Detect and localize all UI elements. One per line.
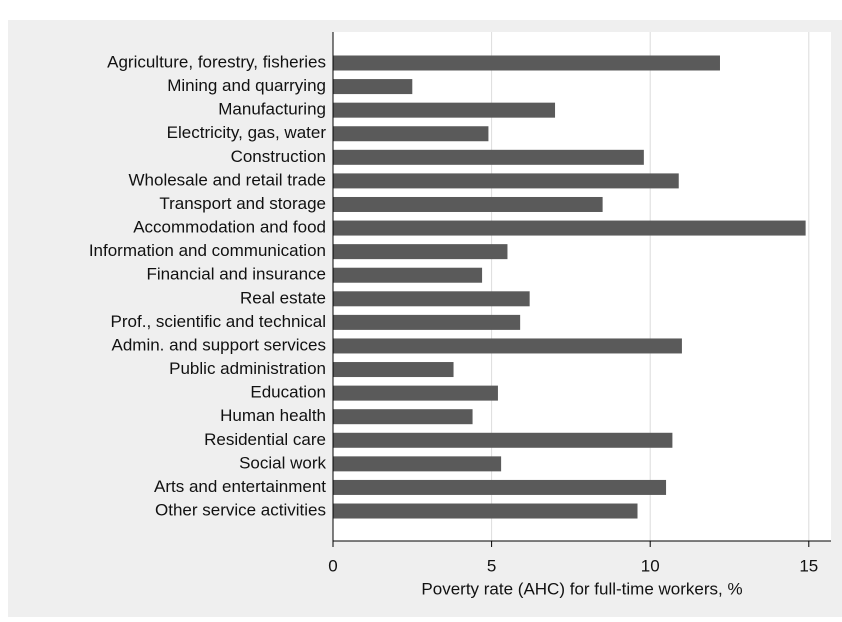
y-tick-label: Admin. and support services — [112, 335, 327, 354]
bar — [333, 432, 673, 448]
bar — [333, 196, 603, 212]
bar — [333, 338, 682, 354]
bar — [333, 385, 498, 401]
y-tick-label: Agriculture, forestry, fisheries — [107, 52, 326, 71]
y-tick-label: Manufacturing — [218, 100, 326, 119]
bar — [333, 479, 667, 495]
y-tick-label: Mining and quarrying — [167, 76, 326, 95]
y-tick-label: Human health — [220, 406, 326, 425]
bar — [333, 291, 530, 307]
y-tick-label: Residential care — [204, 430, 326, 449]
bar — [333, 456, 502, 472]
x-tick-label: 5 — [487, 556, 496, 575]
y-tick-label: Electricity, gas, water — [167, 123, 327, 142]
y-tick-label: Information and communication — [89, 241, 326, 260]
x-tick-label: 15 — [799, 556, 818, 575]
x-tick-label: 0 — [328, 556, 337, 575]
bar — [333, 149, 644, 165]
x-axis-title: Poverty rate (AHC) for full-time workers… — [421, 579, 742, 598]
y-tick-label: Public administration — [169, 359, 326, 378]
bar — [333, 126, 489, 142]
bar — [333, 267, 483, 283]
y-tick-label: Transport and storage — [159, 194, 326, 213]
bar — [333, 362, 454, 378]
y-tick-label: Wholesale and retail trade — [128, 170, 326, 189]
y-tick-label: Other service activities — [155, 501, 326, 520]
bar — [333, 244, 508, 260]
y-tick-label: Social work — [239, 453, 326, 472]
y-tick-label: Arts and entertainment — [154, 477, 326, 496]
y-tick-label: Prof., scientific and technical — [111, 312, 326, 331]
y-tick-label: Accommodation and food — [133, 218, 326, 237]
bar — [333, 102, 556, 118]
x-tick-label: 10 — [641, 556, 660, 575]
y-tick-label: Financial and insurance — [146, 265, 326, 284]
bar-layer — [333, 55, 806, 519]
bar — [333, 220, 806, 236]
y-tick-label: Construction — [231, 147, 326, 166]
bar — [333, 314, 521, 330]
bar — [333, 79, 413, 95]
y-tick-label: Real estate — [240, 288, 326, 307]
bar — [333, 55, 720, 71]
bar — [333, 173, 679, 189]
bar — [333, 503, 638, 519]
bar — [333, 409, 473, 425]
y-tick-label: Education — [250, 383, 326, 402]
